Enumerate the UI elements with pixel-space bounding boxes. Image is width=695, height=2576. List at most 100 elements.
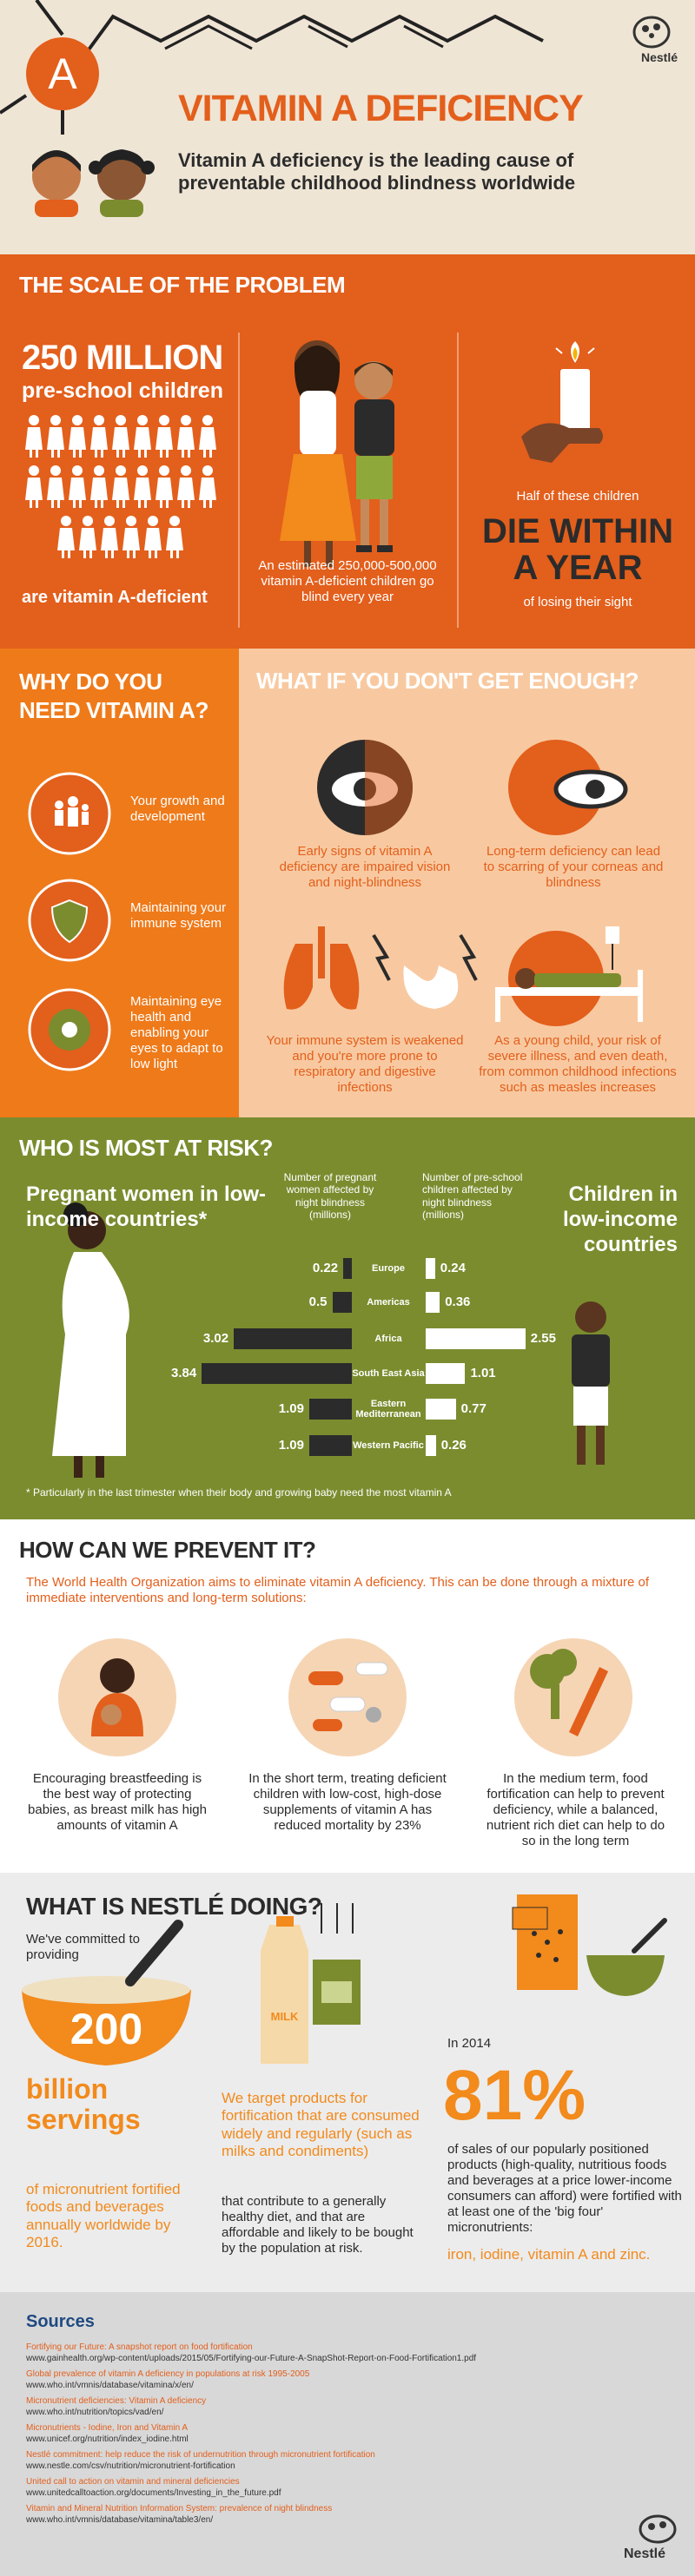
illustration-circle — [29, 415, 39, 425]
illustration-path — [50, 899, 89, 944]
source-url: www.unitedcalltoaction.org/documents/Inv… — [26, 2488, 281, 2498]
illustration-g — [508, 740, 628, 835]
illustration-circle — [61, 516, 71, 526]
illustration-circle — [159, 415, 169, 425]
illustration-rect — [512, 1907, 548, 1930]
year: In 2014 — [447, 2036, 492, 2051]
illustration-path — [52, 1252, 129, 1456]
illustration-path — [90, 427, 108, 450]
source-title: Global prevalence of vitamin A deficienc… — [26, 2369, 310, 2379]
illustration-ellipse — [22, 1976, 190, 2004]
illustration-path — [47, 427, 64, 450]
illustration-path — [144, 528, 162, 550]
illustration-path — [134, 478, 151, 500]
pregnant-bar — [308, 1435, 352, 1456]
illustration-g — [134, 415, 151, 458]
half-text: Half of these children — [516, 489, 639, 504]
pregnant-value: 0.5 — [308, 1295, 328, 1309]
section-heading: WHY DO YOU NEED VITAMIN A? — [19, 669, 208, 723]
illustration-rect — [326, 541, 333, 567]
pregnant-bar — [308, 1399, 352, 1420]
illustration-circle — [354, 361, 393, 399]
illustration-rect — [122, 450, 125, 458]
source-title: Fortifying our Future: A snapshot report… — [26, 2342, 253, 2352]
pregnant-value: 1.09 — [278, 1401, 304, 1416]
illustration-rect — [318, 926, 325, 978]
illustration-line — [0, 94, 28, 115]
right-label: Children in low-income countries — [562, 1183, 678, 1256]
illustration-rect — [209, 450, 212, 458]
stat-sub: pre-school children — [22, 379, 223, 403]
illustration-circle — [366, 1707, 381, 1723]
illustration-circle — [29, 465, 39, 476]
illustration-rect — [377, 545, 393, 552]
illustration-rect — [596, 1426, 605, 1465]
illustration-rect — [356, 545, 372, 552]
children-value: 0.36 — [445, 1295, 471, 1309]
illustration-rect — [176, 550, 179, 558]
illustration-g — [495, 926, 643, 1026]
illustration-rect — [51, 450, 54, 458]
illustration-rect — [203, 500, 206, 508]
illustration-circle — [94, 465, 104, 476]
illustration-rect — [68, 550, 70, 558]
pregnant-bar — [343, 1258, 352, 1279]
illustration-path — [134, 427, 151, 450]
illustration-rect — [166, 450, 169, 458]
illustration-rect — [133, 550, 136, 558]
illustration-g — [69, 415, 86, 458]
illustration-g — [156, 415, 173, 458]
illustration-g — [283, 926, 478, 1010]
illustration-g — [134, 465, 151, 508]
illustration-circle — [104, 516, 115, 526]
illustration-path — [199, 478, 216, 500]
illustration-g — [317, 740, 413, 835]
illustration-rect — [329, 1696, 366, 1712]
illustration-rect — [182, 450, 184, 458]
illustration-g — [199, 465, 216, 508]
illustration-path — [283, 944, 313, 1010]
illustration-path — [280, 454, 356, 541]
illustration-rect — [188, 500, 190, 508]
region-label: Western Pacific — [353, 1440, 424, 1451]
children-value: 1.01 — [470, 1366, 496, 1380]
illustration-rect — [534, 973, 621, 987]
source-url: www.who.int/nutrition/topics/vad/en/ — [26, 2408, 164, 2417]
illustration-circle — [202, 465, 213, 476]
illustration-path — [166, 528, 183, 550]
header-art — [0, 0, 671, 217]
illustration-rect — [35, 200, 78, 217]
committed: We've committed to providing — [26, 1932, 140, 1962]
illustration-g — [57, 516, 75, 558]
illustration-path — [57, 528, 75, 550]
illustration-circle — [94, 415, 104, 425]
illustration-rect — [55, 810, 63, 826]
illustration-path — [573, 347, 578, 360]
illustration-circle — [553, 1957, 559, 1962]
region-label: Europe — [372, 1262, 405, 1274]
illustration-path — [32, 150, 81, 172]
illustration-rect — [82, 812, 89, 825]
illustration-path — [354, 362, 393, 376]
risk-art — [52, 1202, 610, 1478]
illustration-path — [177, 478, 195, 500]
left-label: Pregnant women in low-income countries* — [26, 1183, 267, 1231]
region-label: South East Asia — [352, 1367, 425, 1379]
pregnant-value: 0.22 — [312, 1261, 339, 1275]
illustration-circle — [72, 465, 83, 476]
die-text: DIE WITHIN A YEAR — [482, 512, 673, 587]
illustration-circle — [648, 2523, 655, 2530]
section-heading: HOW CAN WE PREVENT IT? — [19, 1537, 316, 1563]
children-bar — [426, 1292, 440, 1313]
illustration-rect — [111, 550, 114, 558]
illustration-polyline — [403, 24, 444, 49]
illustration-rect — [101, 500, 103, 508]
illustration-circle — [137, 465, 148, 476]
illustration-path — [69, 427, 86, 450]
illustration-path — [459, 933, 478, 981]
illustration-rect — [361, 499, 369, 547]
illustration-g — [55, 796, 89, 827]
illustration-g — [90, 415, 108, 458]
illustration-g — [52, 1202, 129, 1478]
illustration-polyline — [164, 24, 253, 50]
